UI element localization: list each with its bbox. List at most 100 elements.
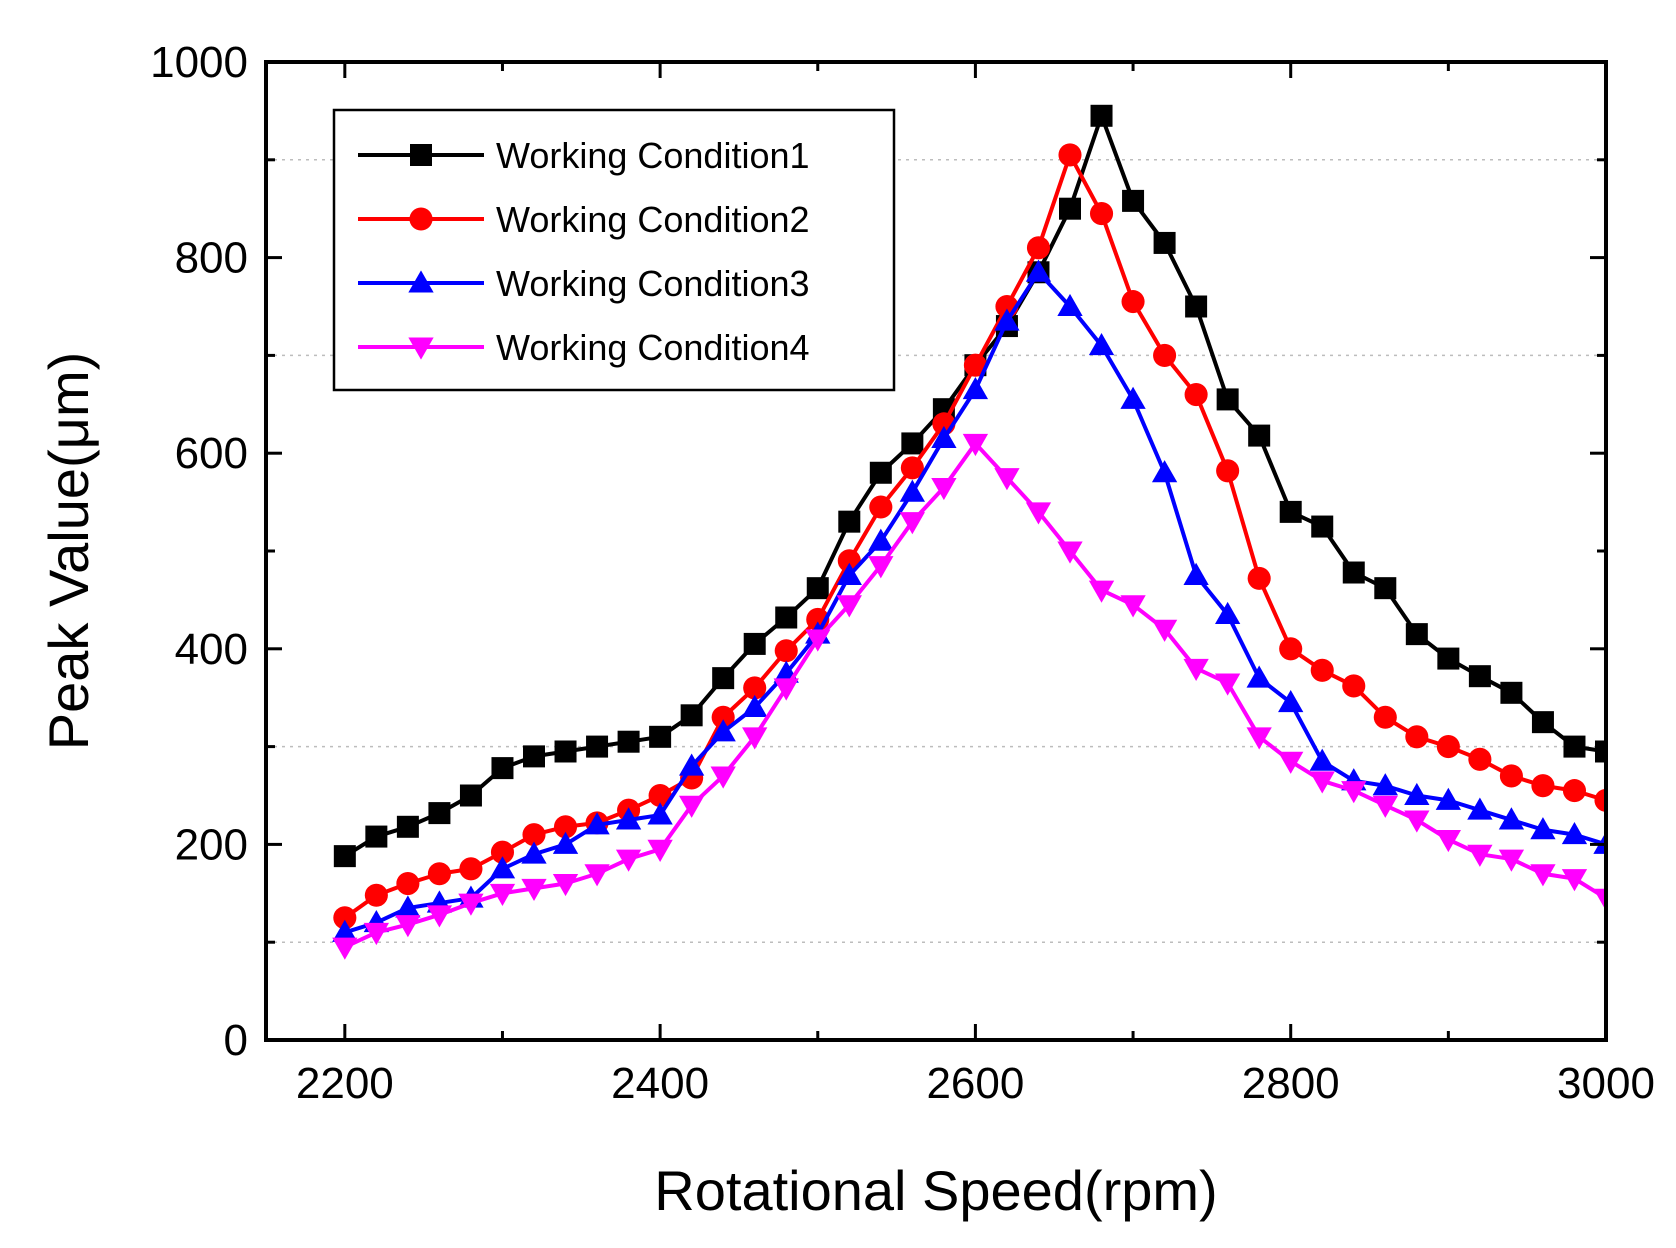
data-point xyxy=(395,915,421,938)
data-point xyxy=(584,864,610,887)
data-point xyxy=(1310,658,1334,682)
data-point xyxy=(1153,343,1177,367)
data-point xyxy=(1088,332,1115,356)
legend-label: Working Condition3 xyxy=(496,263,810,304)
data-point xyxy=(899,512,926,535)
data-point xyxy=(1246,665,1272,688)
legend-label: Working Condition2 xyxy=(496,199,810,240)
y-tick-label: 800 xyxy=(175,234,248,283)
data-point xyxy=(332,919,358,942)
data-point xyxy=(584,812,610,835)
data-point xyxy=(1467,797,1493,820)
data-point xyxy=(1183,658,1209,682)
data-point xyxy=(1498,807,1525,830)
axis-ticks xyxy=(266,60,1608,1042)
data-point xyxy=(427,862,451,886)
data-point xyxy=(459,857,483,881)
data-point xyxy=(1561,821,1588,845)
data-point xyxy=(1562,779,1587,803)
data-point xyxy=(522,823,546,847)
data-point xyxy=(1309,748,1335,771)
data-point xyxy=(743,632,766,655)
data-point xyxy=(963,353,987,377)
data-point xyxy=(1216,459,1240,483)
data-point xyxy=(1026,236,1051,260)
data-point xyxy=(552,831,579,854)
data-point xyxy=(1435,830,1462,853)
data-point xyxy=(678,753,705,776)
data-point xyxy=(459,784,482,807)
data-point xyxy=(1248,424,1271,447)
data-point xyxy=(1499,764,1523,788)
data-point xyxy=(552,874,579,897)
data-point xyxy=(1530,864,1556,887)
data-point xyxy=(1405,623,1428,646)
data-point xyxy=(647,839,673,862)
data-point xyxy=(523,745,545,768)
data-point xyxy=(900,456,924,480)
data-point xyxy=(1498,849,1525,872)
data-point xyxy=(899,479,926,502)
data-point xyxy=(1057,293,1083,316)
tick-labels: 0 200 400 600 800 1000 2200 2400 2600 2800 3000 xyxy=(150,38,1655,1108)
data-point xyxy=(489,856,516,879)
data-point xyxy=(994,468,1020,491)
legend-marker xyxy=(409,207,433,231)
data-point xyxy=(869,495,893,519)
data-point xyxy=(1372,795,1398,818)
data-point xyxy=(617,730,640,753)
y-tick-label: 600 xyxy=(175,429,248,478)
data-point xyxy=(1059,197,1081,220)
data-point xyxy=(1183,562,1209,585)
data-point xyxy=(1594,788,1606,812)
data-point xyxy=(1373,705,1397,729)
data-point xyxy=(490,840,515,864)
data-point xyxy=(1404,810,1430,833)
data-point xyxy=(521,878,547,902)
data-point xyxy=(1184,382,1208,407)
data-point xyxy=(805,629,831,652)
x-tick-label: 2800 xyxy=(1242,1059,1340,1108)
data-point xyxy=(521,841,547,864)
data-point xyxy=(1593,888,1606,911)
data-point xyxy=(553,815,578,839)
data-point xyxy=(1279,637,1303,661)
data-point xyxy=(1531,711,1554,734)
data-point xyxy=(491,757,514,780)
data-point xyxy=(836,562,862,585)
data-point xyxy=(1278,751,1304,774)
data-point xyxy=(333,906,357,930)
data-point xyxy=(1121,290,1145,314)
data-point xyxy=(773,678,799,701)
data-point xyxy=(836,595,862,618)
data-point xyxy=(1058,143,1082,167)
data-point xyxy=(1405,725,1429,749)
legend-label: Working Condition1 xyxy=(496,135,810,176)
data-point xyxy=(489,883,516,906)
data-point xyxy=(332,937,358,960)
data-point xyxy=(615,849,642,872)
legend-label: Working Condition4 xyxy=(496,327,810,368)
data-point xyxy=(426,905,453,928)
legend-entry-2: Working Condition2 xyxy=(358,199,810,240)
data-point xyxy=(678,795,705,818)
legend-entry-1: Working Condition1 xyxy=(358,135,810,176)
data-point xyxy=(712,667,735,690)
data-point xyxy=(901,432,924,455)
data-point xyxy=(1593,831,1606,854)
data-point xyxy=(868,556,894,579)
data-point xyxy=(931,477,957,501)
data-point xyxy=(1025,502,1052,525)
data-point xyxy=(396,815,419,838)
legend: Working Condition1 Working Condition2 Work… xyxy=(332,108,896,392)
data-point xyxy=(1122,189,1145,212)
data-point xyxy=(838,510,861,533)
data-point xyxy=(962,433,989,457)
series-line-4 xyxy=(343,441,1606,949)
data-point xyxy=(395,895,421,918)
data-point xyxy=(742,694,768,717)
data-point xyxy=(648,783,672,808)
series-4 xyxy=(332,433,1606,960)
data-point xyxy=(1153,231,1176,254)
